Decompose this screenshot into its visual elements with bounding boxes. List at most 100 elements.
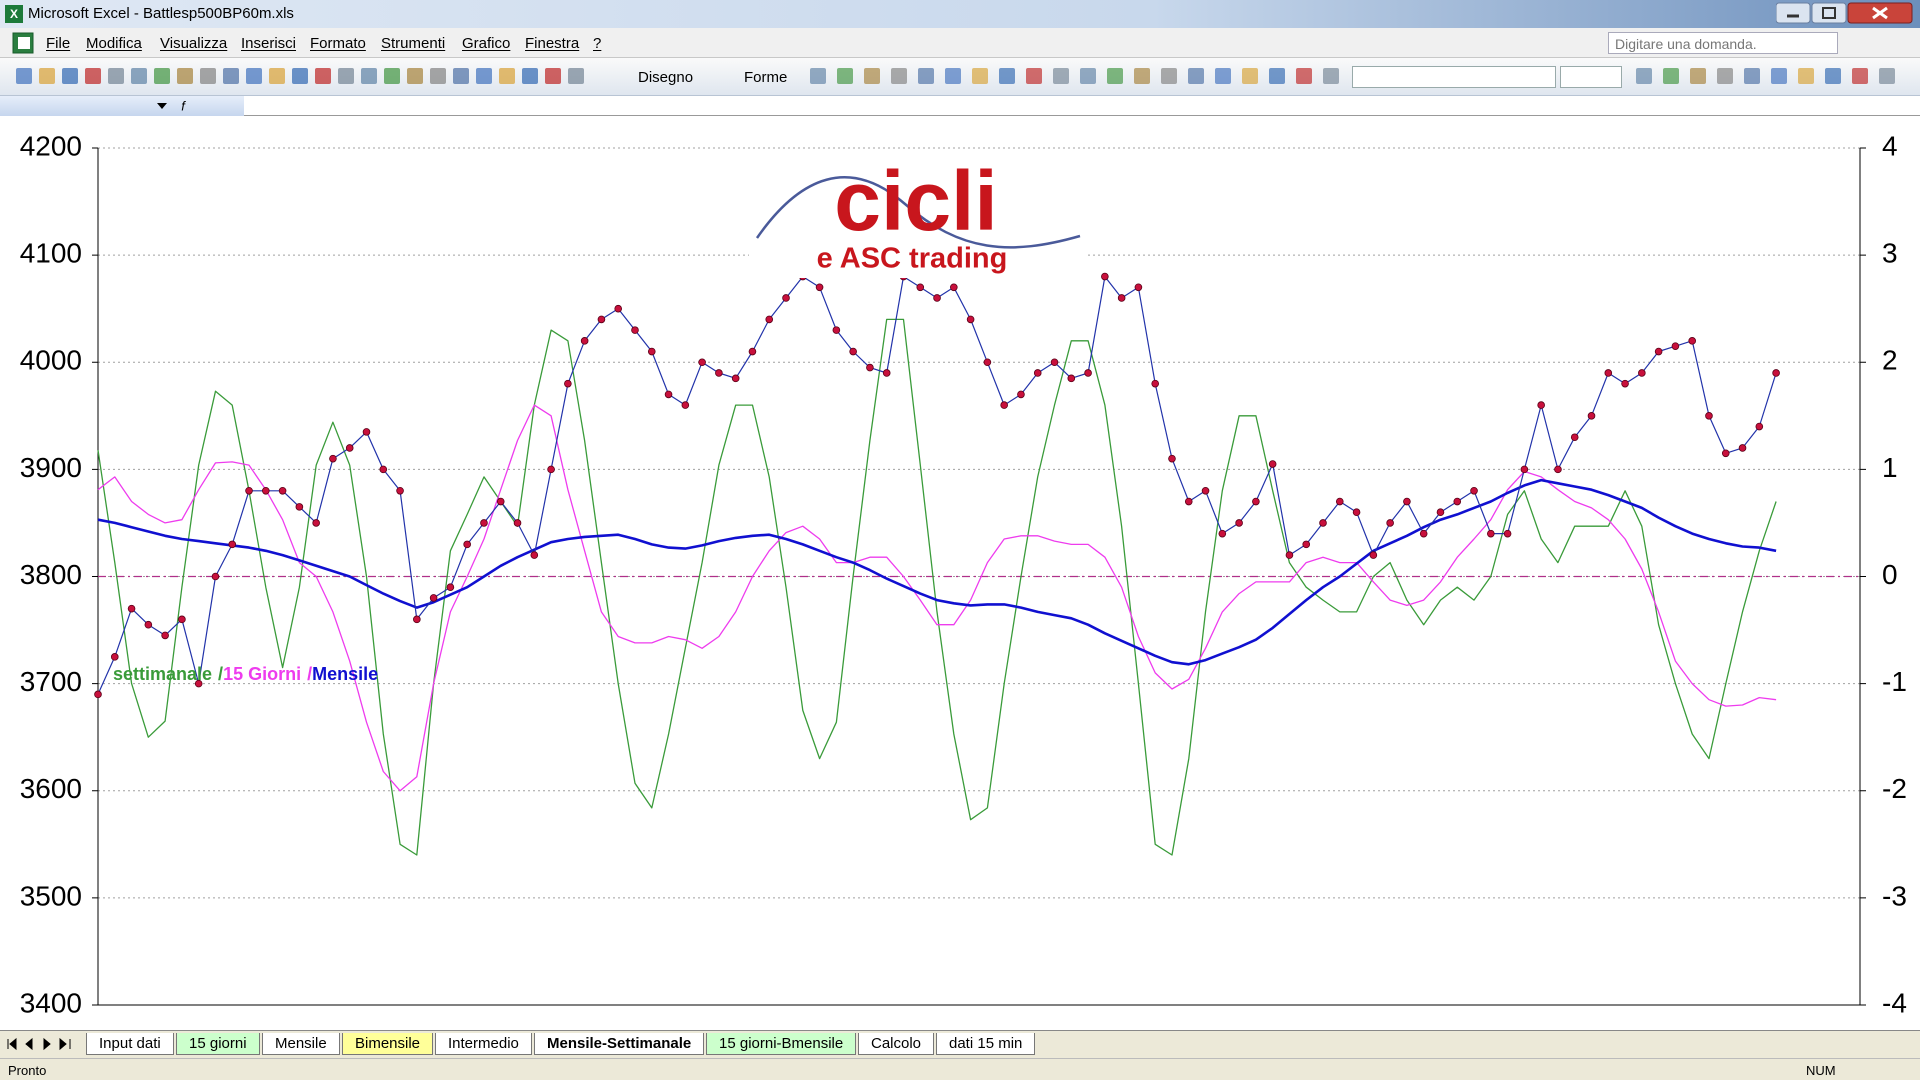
name-box[interactable] [0,96,244,116]
sheet-tab[interactable]: 15 giorni [176,1033,260,1055]
help-box[interactable]: Digitare una domanda. [1608,32,1838,54]
toolbar-button[interactable] [1269,68,1285,84]
series-line [97,478,1777,666]
series-line [97,318,1777,856]
toolbar-button[interactable] [154,68,170,84]
toolbar-button[interactable] [246,68,262,84]
menu-item[interactable]: ? [593,35,602,52]
toolbar-button[interactable] [1825,68,1841,84]
toolbar-button[interactable] [1134,68,1150,84]
font-combo[interactable] [1352,66,1556,88]
menu-item[interactable]: Inserisci [241,35,297,52]
menu-item[interactable]: Strumenti [381,35,446,52]
toolbar-button[interactable] [1717,68,1733,84]
sheet-tab[interactable]: Mensile [262,1033,340,1055]
logo-wave [755,176,1081,249]
toolbar-button[interactable] [1636,68,1652,84]
toolbar-button[interactable] [430,68,446,84]
sheet-tab[interactable]: 15 giorni-Bmensile [706,1033,857,1055]
toolbar-button[interactable] [1771,68,1787,84]
toolbar-button[interactable] [1242,68,1258,84]
marker [1201,486,1210,495]
toolbar-button[interactable] [269,68,285,84]
toolbar-button[interactable] [1161,68,1177,84]
toolbar-button[interactable] [39,68,55,84]
toolbar-button[interactable] [200,68,216,84]
toolbar-button[interactable] [315,68,331,84]
sheet-tab[interactable]: Mensile-Settimanale [534,1033,705,1055]
sheet-tab[interactable]: dati 15 min [936,1033,1036,1055]
toolbar-button[interactable] [1323,68,1339,84]
marker [1067,374,1076,383]
toolbar-button[interactable] [131,68,147,84]
marker [1453,497,1462,506]
minimize-button[interactable] [1776,2,1811,24]
marker [1587,412,1596,420]
toolbar-button[interactable] [1080,68,1096,84]
toolbar-button[interactable] [1053,68,1069,84]
toolbar-button[interactable] [85,68,101,84]
marker [1117,294,1126,302]
toolbar-button[interactable] [999,68,1015,84]
toolbar-button[interactable] [891,68,907,84]
y2-tick-label: -4 [1882,987,1907,1018]
toolbar-button[interactable] [1215,68,1231,84]
toolbar-button[interactable] [810,68,826,84]
toolbar-button[interactable] [338,68,354,84]
toolbar-button[interactable] [407,68,423,84]
toolbar-button[interactable] [16,68,32,84]
menu-item[interactable]: Finestra [525,35,580,52]
toolbar-button[interactable] [972,68,988,84]
toolbar-button[interactable] [545,68,561,84]
toolbar-button[interactable] [361,68,377,84]
toolbar-button[interactable] [62,68,78,84]
marker [614,304,623,313]
toolbar-button[interactable] [1744,68,1760,84]
maximize-button[interactable] [1811,2,1847,24]
toolbar-button[interactable] [837,68,853,84]
toolbar-button[interactable] [476,68,492,84]
toolbar-button[interactable] [1026,68,1042,84]
toolbar-button[interactable] [1663,68,1679,84]
toolbar-button[interactable] [945,68,961,84]
toolbar-button[interactable] [223,68,239,84]
menu-item[interactable]: Grafico [462,35,511,52]
sheet-tab[interactable]: Intermedio [435,1033,532,1055]
toolbar-label[interactable]: Disegno [638,69,694,86]
toolbar-button[interactable] [1107,68,1123,84]
toolbar-button[interactable] [1852,68,1868,84]
title-bar: X Microsoft Excel - Battlesp500BP60m.xls [0,0,1920,28]
toolbar-button[interactable] [1296,68,1312,84]
toolbar-label[interactable]: Forme [744,69,788,86]
size-combo[interactable] [1560,66,1622,88]
toolbar-button[interactable] [1188,68,1204,84]
y-tick-label: 3800 [20,559,82,590]
marker [1772,369,1780,377]
menu-item[interactable]: Formato [310,35,366,52]
toolbar-button[interactable] [568,68,584,84]
sheet-tab[interactable]: Calcolo [858,1033,935,1055]
toolbar-button[interactable] [292,68,308,84]
menu-item[interactable]: Modifica [86,35,142,52]
marker [715,369,723,377]
toolbar-button[interactable] [453,68,469,84]
menu-item[interactable]: Visualizza [160,35,228,52]
toolbar-button[interactable] [1879,68,1895,84]
menu-bar: Digitare una domanda. File Modifica Visual… [0,28,1920,58]
toolbar-button[interactable] [918,68,934,84]
svg-text:f: f [181,98,186,113]
toolbar-button[interactable] [384,68,400,84]
y2-tick-label: 2 [1882,345,1898,376]
toolbar-button[interactable] [864,68,880,84]
menu-item[interactable]: File [46,35,71,52]
toolbar-button[interactable] [177,68,193,84]
marker [1419,529,1428,538]
sheet-tab[interactable]: Bimensile [342,1033,434,1055]
toolbar-button[interactable] [1798,68,1814,84]
toolbar-button[interactable] [499,68,515,84]
tab-navigation[interactable] [4,1034,84,1056]
toolbar-button[interactable] [522,68,538,84]
toolbar-button[interactable] [1690,68,1706,84]
sheet-tab[interactable]: Input dati [86,1033,174,1055]
toolbar-button[interactable] [108,68,124,84]
